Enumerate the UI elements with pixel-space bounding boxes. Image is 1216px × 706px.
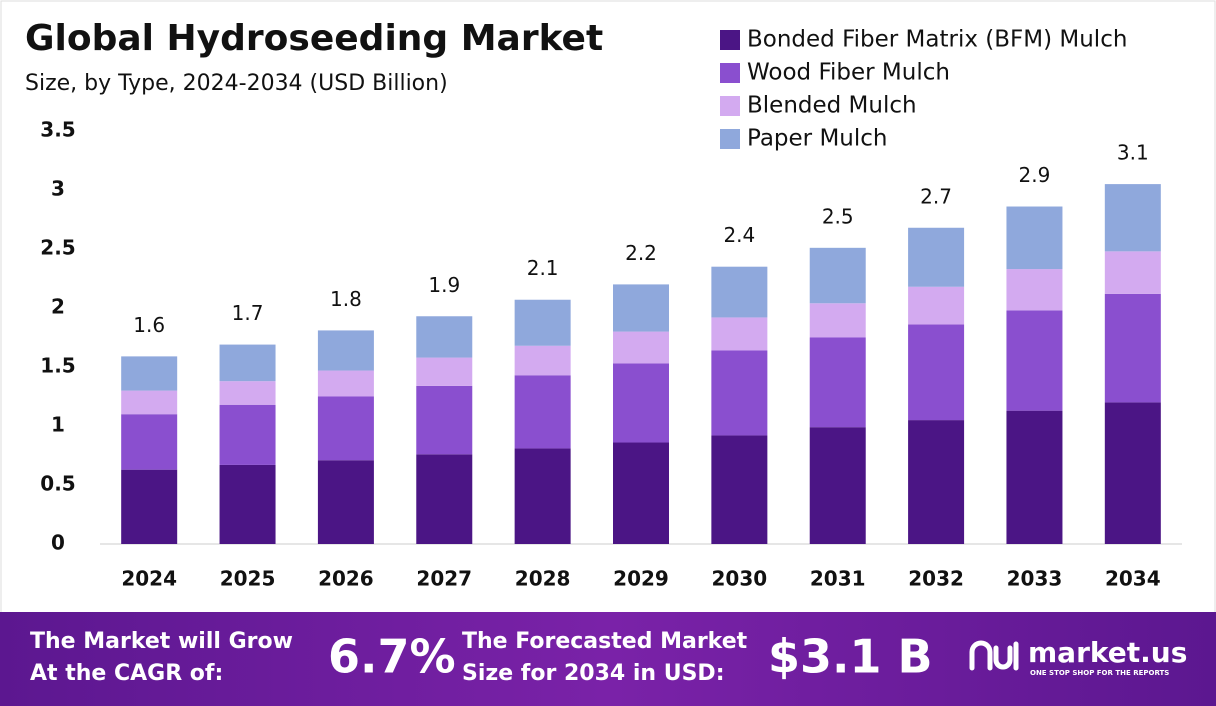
- cagr-text: The Market will Grow: [30, 629, 293, 654]
- bar-segment: [514, 299, 571, 346]
- bar-segment: [809, 427, 866, 544]
- legend-label: Wood Fiber Mulch: [747, 60, 950, 86]
- forecast-text: The Forecasted Market: [462, 629, 748, 654]
- legend-swatch: [720, 30, 740, 50]
- bar-segment: [711, 317, 768, 351]
- bar-segment: [121, 469, 178, 544]
- bar-segment: [1006, 206, 1063, 270]
- bar-segment: [613, 363, 669, 443]
- legend-swatch: [720, 96, 740, 116]
- bar-segment: [1006, 310, 1063, 411]
- bar-segment: [416, 316, 473, 358]
- logo: market.us: [1028, 636, 1187, 669]
- bar-segment: [317, 330, 374, 371]
- bar-segment: [219, 344, 276, 382]
- bar-segment: [1104, 293, 1161, 403]
- bar-segment: [1104, 402, 1161, 544]
- bar-segment: [1006, 410, 1063, 544]
- bar-segment: [514, 375, 571, 449]
- bar-segment: [219, 381, 276, 405]
- x-tick-label: 2028: [515, 567, 571, 591]
- footer: The Market will Grow At the CAGR of: 6.7…: [30, 629, 1187, 686]
- bar-segment: [711, 350, 768, 436]
- legend-label: Blended Mulch: [747, 93, 917, 119]
- bar-segment: [908, 420, 965, 544]
- total-label: 1.9: [428, 273, 460, 297]
- bar-segment: [613, 442, 669, 544]
- bar-segment: [514, 448, 571, 544]
- logo-tagline: ONE STOP SHOP FOR THE REPORTS: [1030, 669, 1169, 677]
- y-tick-label: 3: [51, 177, 65, 201]
- bar-segment: [1104, 251, 1161, 294]
- legend-label: Bonded Fiber Matrix (BFM) Mulch: [747, 27, 1127, 53]
- forecast-value: $3.1 B: [768, 630, 933, 684]
- bar-segment: [908, 324, 965, 421]
- x-tick-label: 2030: [712, 567, 768, 591]
- x-tick-label: 2027: [416, 567, 472, 591]
- legend-label: Paper Mulch: [747, 126, 887, 152]
- bar-segment: [317, 370, 374, 397]
- bar-segment: [613, 284, 669, 332]
- bar-segment: [1104, 184, 1161, 252]
- footer-band: [0, 612, 1216, 706]
- x-tick-label: 2031: [810, 567, 866, 591]
- bar-segment: [416, 454, 473, 544]
- chart-title: Global Hydroseeding Market: [25, 18, 603, 59]
- total-label: 2.9: [1019, 163, 1051, 187]
- y-tick-label: 2.5: [40, 236, 75, 260]
- bar-segment: [809, 247, 866, 304]
- bar-segment: [219, 404, 276, 465]
- bar-segment: [416, 385, 473, 455]
- y-tick-label: 0.5: [40, 472, 75, 496]
- y-tick-label: 2: [51, 295, 65, 319]
- x-tick-label: 2029: [613, 567, 669, 591]
- bar-segment: [613, 331, 669, 364]
- bar-segment: [711, 266, 768, 318]
- bar-segment: [121, 390, 178, 415]
- x-tick-label: 2024: [121, 567, 177, 591]
- y-tick-label: 0: [51, 531, 65, 555]
- total-label: 2.7: [920, 184, 952, 208]
- bar-segment: [711, 435, 768, 544]
- total-label: 1.7: [232, 301, 264, 325]
- bar-segment: [416, 357, 473, 386]
- bar-segment: [908, 286, 965, 325]
- x-tick-label: 2025: [220, 567, 276, 591]
- total-label: 2.1: [527, 256, 559, 280]
- total-label: 3.1: [1117, 141, 1149, 165]
- cagr-text: At the CAGR of:: [30, 661, 223, 686]
- legend-swatch: [720, 63, 740, 83]
- x-tick-label: 2034: [1105, 567, 1161, 591]
- bar-segment: [317, 460, 374, 544]
- total-label: 1.6: [133, 313, 165, 337]
- total-label: 2.5: [822, 204, 854, 228]
- bar-segment: [514, 345, 571, 376]
- x-tick-label: 2032: [908, 567, 964, 591]
- bar-segment: [121, 356, 178, 391]
- bar-segment: [1006, 269, 1063, 311]
- y-tick-label: 1: [51, 413, 65, 437]
- bar-segment: [809, 303, 866, 338]
- bar-segment: [809, 337, 866, 428]
- bar-segment: [908, 227, 965, 287]
- forecast-text: Size for 2034 in USD:: [462, 661, 725, 686]
- logo-icon: [969, 640, 1019, 671]
- total-label: 2.2: [625, 241, 657, 265]
- cagr-value: 6.7%: [328, 630, 456, 684]
- total-label: 1.8: [330, 287, 362, 311]
- x-tick-label: 2033: [1007, 567, 1063, 591]
- total-label: 2.4: [723, 223, 755, 247]
- bar-segment: [317, 396, 374, 461]
- chart-subtitle: Size, by Type, 2024-2034 (USD Billion): [25, 71, 448, 96]
- bar-segment: [121, 414, 178, 470]
- legend-swatch: [720, 129, 740, 149]
- y-tick-label: 1.5: [40, 354, 75, 378]
- y-tick-label: 3.5: [40, 118, 75, 142]
- bar-segment: [219, 464, 276, 544]
- x-tick-label: 2026: [318, 567, 374, 591]
